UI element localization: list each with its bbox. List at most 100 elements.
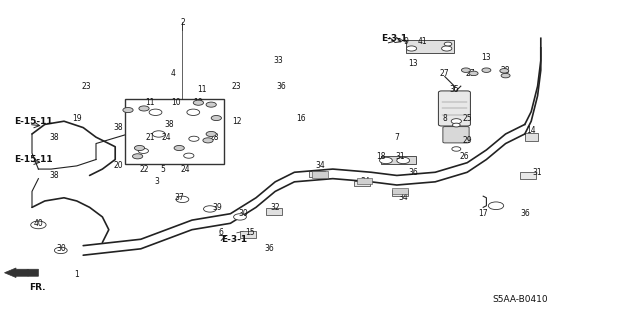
- Text: E-15-11: E-15-11: [14, 117, 52, 126]
- FancyBboxPatch shape: [144, 105, 182, 118]
- Text: 17: 17: [478, 209, 488, 218]
- Text: 9: 9: [404, 37, 409, 46]
- Text: 11: 11: [197, 85, 206, 94]
- Text: 1: 1: [74, 270, 79, 279]
- FancyBboxPatch shape: [438, 91, 470, 126]
- Bar: [406, 40, 454, 53]
- Text: E-15-11: E-15-11: [14, 155, 52, 164]
- Bar: [240, 231, 256, 238]
- Circle shape: [193, 100, 204, 105]
- Text: 30: 30: [56, 244, 66, 253]
- Text: 26: 26: [459, 152, 469, 161]
- Text: 36: 36: [520, 209, 530, 218]
- Text: 21: 21: [146, 133, 155, 142]
- Circle shape: [488, 202, 504, 210]
- Text: 18: 18: [376, 152, 385, 161]
- Text: 10: 10: [193, 98, 204, 107]
- Bar: [357, 178, 372, 184]
- FancyBboxPatch shape: [392, 190, 408, 196]
- Circle shape: [174, 145, 184, 151]
- Circle shape: [501, 73, 510, 78]
- Bar: [392, 188, 408, 194]
- Text: 36: 36: [276, 82, 287, 91]
- Text: E-3-1: E-3-1: [381, 34, 407, 43]
- Text: 6: 6: [218, 228, 223, 237]
- FancyBboxPatch shape: [520, 172, 536, 179]
- Text: 34: 34: [360, 177, 370, 186]
- Bar: [381, 156, 416, 164]
- FancyArrow shape: [4, 268, 38, 278]
- Circle shape: [149, 109, 162, 115]
- Circle shape: [469, 71, 478, 76]
- Circle shape: [184, 153, 194, 158]
- Circle shape: [152, 131, 165, 137]
- Text: 20: 20: [113, 161, 124, 170]
- Text: 34: 34: [398, 193, 408, 202]
- Text: 34: 34: [315, 161, 325, 170]
- Text: 5: 5: [161, 165, 166, 174]
- Text: 15: 15: [244, 228, 255, 237]
- Circle shape: [189, 136, 199, 141]
- Circle shape: [206, 102, 216, 107]
- Text: E-3-1: E-3-1: [221, 235, 247, 244]
- Text: 25: 25: [462, 114, 472, 122]
- Circle shape: [380, 157, 392, 164]
- FancyBboxPatch shape: [309, 171, 324, 177]
- Text: 12: 12: [232, 117, 241, 126]
- Circle shape: [444, 42, 452, 46]
- Circle shape: [204, 206, 216, 212]
- Circle shape: [134, 145, 145, 151]
- Text: 31: 31: [532, 168, 543, 177]
- Circle shape: [54, 247, 67, 254]
- Text: 30: 30: [238, 209, 248, 218]
- Text: 39: 39: [212, 203, 223, 212]
- Circle shape: [139, 106, 149, 111]
- Text: 35: 35: [449, 85, 460, 94]
- Circle shape: [452, 147, 461, 151]
- Text: 4: 4: [170, 69, 175, 78]
- Text: 11: 11: [146, 98, 155, 107]
- Circle shape: [451, 119, 461, 124]
- Circle shape: [187, 109, 200, 115]
- Text: 3: 3: [154, 177, 159, 186]
- Text: 38: 38: [113, 123, 124, 132]
- Text: 31: 31: [395, 152, 405, 161]
- Circle shape: [461, 68, 470, 72]
- Text: 38: 38: [164, 120, 175, 129]
- Circle shape: [442, 46, 452, 51]
- Text: 36: 36: [408, 168, 418, 177]
- Text: 40: 40: [33, 219, 44, 228]
- Text: FR.: FR.: [29, 283, 45, 292]
- Text: 24: 24: [180, 165, 191, 174]
- FancyBboxPatch shape: [443, 127, 469, 143]
- Bar: [125, 99, 224, 164]
- Text: 22: 22: [140, 165, 148, 174]
- Text: 16: 16: [296, 114, 306, 122]
- Text: 33: 33: [273, 56, 284, 65]
- Text: 19: 19: [72, 114, 82, 122]
- Text: 27: 27: [465, 69, 476, 78]
- Circle shape: [31, 221, 46, 229]
- Text: 37: 37: [174, 193, 184, 202]
- FancyBboxPatch shape: [136, 146, 172, 156]
- Text: 28: 28: [501, 66, 510, 75]
- Text: 24: 24: [161, 133, 172, 142]
- Text: 7: 7: [394, 133, 399, 142]
- Text: 38: 38: [49, 171, 60, 180]
- Circle shape: [123, 108, 133, 113]
- Text: 41: 41: [417, 37, 428, 46]
- Circle shape: [406, 46, 417, 51]
- Text: 8: 8: [442, 114, 447, 122]
- FancyBboxPatch shape: [152, 127, 188, 141]
- FancyBboxPatch shape: [354, 181, 370, 186]
- Circle shape: [138, 148, 148, 153]
- Text: 13: 13: [408, 59, 418, 68]
- Circle shape: [452, 123, 460, 127]
- Circle shape: [234, 214, 246, 220]
- Text: 2: 2: [180, 18, 185, 27]
- Circle shape: [397, 157, 410, 164]
- Circle shape: [500, 69, 509, 73]
- Text: 10: 10: [171, 98, 181, 107]
- FancyBboxPatch shape: [525, 133, 538, 141]
- Circle shape: [482, 68, 491, 72]
